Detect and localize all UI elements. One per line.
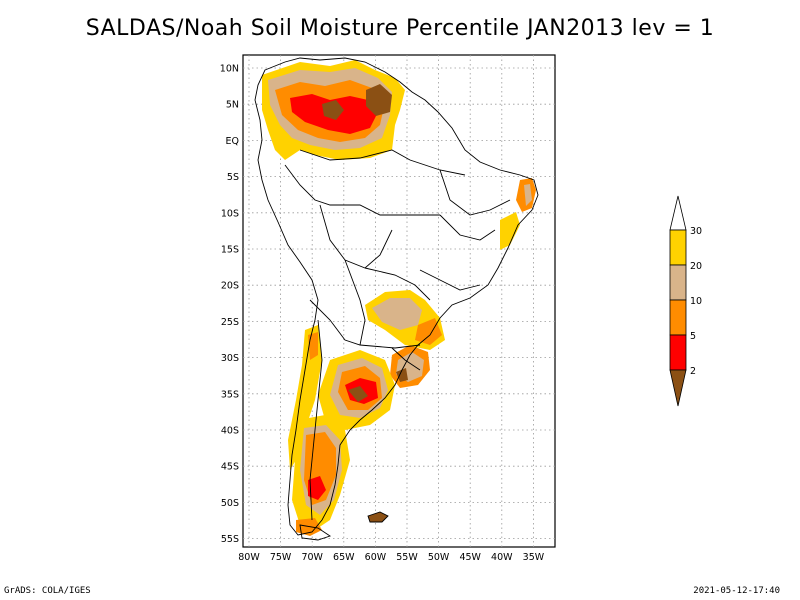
lon-tick-label: 40W [491, 552, 513, 563]
colorbar-bottom-arrow [669, 369, 687, 407]
lat-tick-label: 5S [227, 172, 239, 183]
falklands [367, 511, 389, 523]
border-10 [419, 269, 481, 291]
field-uy-brown [396, 368, 408, 382]
lat-tick-label: 30S [221, 353, 239, 364]
field-se-orange [415, 318, 442, 345]
lat-tick-label: 35S [221, 389, 239, 400]
lon-tick-label: 70W [301, 552, 323, 563]
border-4 [344, 259, 366, 346]
field-arg-brown [348, 386, 368, 402]
field-north-brown-2 [322, 100, 344, 120]
colorbar-label: 2 [690, 366, 696, 377]
country-outlines [254, 57, 539, 541]
field-north-brown [366, 84, 392, 116]
lat-tick-label: 25S [221, 317, 239, 328]
lat-tick-label: 10S [221, 208, 239, 219]
lon-tick-label: 45W [459, 552, 481, 563]
colorbar-top-arrow [669, 195, 687, 231]
lat-tick-label: 40S [221, 426, 239, 437]
lon-tick-label: 60W [365, 552, 387, 563]
border-6 [309, 299, 421, 349]
lat-tick-label: 55S [221, 534, 239, 545]
footer-timestamp: 2021-05-12-17:40 [693, 586, 780, 596]
border-5 [364, 267, 431, 301]
field-pat-red [308, 476, 326, 500]
chart-title: SALDAS/Noah Soil Moisture Percentile JAN… [85, 16, 715, 41]
colorbar-swatch [669, 264, 687, 301]
tierra-del-fuego [299, 524, 332, 541]
footer-credit: GrADS: COLA/IGES [4, 586, 91, 596]
lon-tick-label: 55W [396, 552, 418, 563]
colorbar-label: 10 [690, 296, 702, 307]
border-2 [284, 164, 440, 216]
colorbar-swatch [669, 334, 687, 371]
legend-colorbar: 30 20 10 5 2 [669, 195, 702, 407]
lon-tick-label: 50W [428, 552, 450, 563]
lon-tick-label: 75W [270, 552, 292, 563]
colorbar-label: 5 [690, 331, 696, 342]
chile-arg-border [309, 319, 323, 521]
field-chile-yellow [288, 325, 322, 470]
field-se-tan [372, 298, 422, 330]
soil-moisture-fields [262, 60, 536, 536]
border-8 [439, 169, 511, 216]
lat-tick-label: 20S [221, 281, 239, 292]
border-3 [319, 204, 393, 269]
latitude-labels: 10N 5N EQ 5S 10S 15S 20S 25S 30S 35S 40S 45S 50S 55S [220, 64, 239, 546]
lat-tick-label: 10N [220, 64, 239, 75]
field-south-tip-orange [296, 518, 322, 536]
lat-tick-label: 50S [221, 498, 239, 509]
colorbar-swatch [669, 299, 687, 336]
border-7 [391, 347, 421, 371]
field-ne-tan [524, 184, 532, 206]
longitude-labels: 80W 75W 70W 65W 60W 55W 50W 45W 40W 35W [238, 552, 544, 563]
lat-tick-label: 5N [226, 100, 239, 111]
continent-coastline [254, 57, 539, 536]
lon-tick-label: 80W [238, 552, 260, 563]
lat-tick-label: EQ [226, 136, 239, 147]
colorbar-swatch [669, 229, 687, 266]
lat-tick-label: 45S [221, 462, 239, 473]
lon-tick-label: 35W [523, 552, 545, 563]
lat-tick-label: 15S [221, 245, 239, 256]
colorbar-label: 20 [690, 261, 702, 272]
border-9 [439, 214, 496, 241]
colorbar-label: 30 [690, 226, 702, 237]
lon-tick-label: 65W [333, 552, 355, 563]
field-east-yellow [500, 212, 520, 250]
